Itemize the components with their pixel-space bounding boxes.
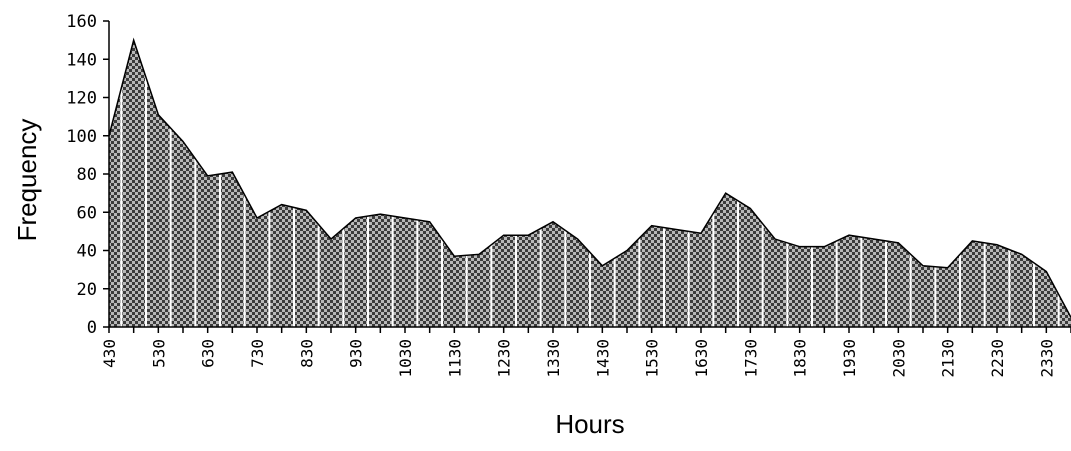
- x-tick-label-730: 730: [248, 339, 267, 368]
- x-tick-label-1430: 1430: [593, 339, 612, 378]
- data-point-1900: [823, 246, 825, 248]
- data-point-1600: [675, 228, 677, 230]
- y-tick-label-160: 160: [66, 12, 97, 32]
- x-axis-title: Hours: [555, 409, 624, 439]
- data-point-900: [330, 238, 332, 240]
- area-fill: [109, 40, 1071, 327]
- y-tick-label-40: 40: [77, 242, 97, 262]
- data-point-1400: [577, 238, 579, 240]
- data-point-700: [231, 171, 233, 173]
- data-point-2300: [1021, 253, 1023, 255]
- data-point-1100: [429, 221, 431, 223]
- data-point-1230: [503, 234, 505, 236]
- data-point-2200: [971, 240, 973, 242]
- data-point-1700: [725, 192, 727, 194]
- data-point-2230: [996, 244, 998, 246]
- x-tick-labels: 430 530 630 730 830 930 1030 1130 1230 1330 1430 15…: [100, 339, 1056, 378]
- data-point-2000: [873, 238, 875, 240]
- y-tick-label-100: 100: [66, 127, 97, 147]
- data-point-1430: [601, 265, 603, 267]
- data-point-2030: [897, 242, 899, 244]
- data-point-1030: [404, 217, 406, 219]
- x-tick-label-830: 830: [297, 339, 316, 368]
- x-tick-label-1530: 1530: [643, 339, 662, 378]
- x-tick-label-1830: 1830: [791, 339, 810, 378]
- data-point-630: [207, 175, 209, 177]
- data-point-1330: [552, 221, 554, 223]
- x-tick-label-1630: 1630: [692, 339, 711, 378]
- x-tick-label-1730: 1730: [741, 339, 760, 378]
- x-tick-label-630: 630: [199, 339, 218, 368]
- data-point-2100: [922, 265, 924, 267]
- data-point-1200: [478, 253, 480, 255]
- data-point-800: [281, 204, 283, 206]
- y-tick-labels: 0 20 40 60 80 100 120 140 160: [66, 12, 97, 338]
- x-tick-label-2230: 2230: [988, 339, 1007, 378]
- x-tick-label-1130: 1130: [445, 339, 464, 378]
- y-tick-label-140: 140: [66, 50, 97, 70]
- data-point-1300: [527, 234, 529, 236]
- x-tick-label-1030: 1030: [396, 339, 415, 378]
- data-point-1930: [848, 234, 850, 236]
- data-point-930: [355, 217, 357, 219]
- x-tick-label-930: 930: [347, 339, 366, 368]
- y-tick-label-120: 120: [66, 89, 97, 109]
- data-point-730: [256, 217, 258, 219]
- data-point-1730: [749, 207, 751, 209]
- data-point-530: [157, 114, 159, 116]
- x-tick-label-430: 430: [100, 339, 119, 368]
- data-point-500: [133, 39, 135, 41]
- y-tick-label-60: 60: [77, 203, 97, 223]
- area-outline: [108, 37, 1071, 318]
- x-tick-label-1230: 1230: [495, 339, 514, 378]
- data-point-1530: [651, 225, 653, 227]
- data-point-1500: [626, 250, 628, 251]
- data-point-600: [182, 140, 184, 142]
- plot-area: [103, 20, 1071, 333]
- x-tick-label-2330: 2330: [1037, 339, 1056, 378]
- data-point-1830: [799, 246, 801, 248]
- data-point-1000: [379, 213, 381, 215]
- data-point-2130: [947, 267, 949, 269]
- x-tick-label-2030: 2030: [889, 339, 908, 378]
- y-tick-label-0: 0: [87, 318, 97, 338]
- y-tick-label-80: 80: [77, 165, 97, 185]
- y-tick-label-20: 20: [77, 280, 97, 300]
- y-axis-title: Frequency: [12, 119, 42, 242]
- data-point-830: [305, 209, 307, 211]
- x-tick-label-530: 530: [149, 339, 168, 368]
- data-point-1630: [700, 232, 702, 234]
- x-tick-label-1930: 1930: [840, 339, 859, 378]
- data-point-1800: [774, 238, 776, 240]
- x-tick-label-2130: 2130: [939, 339, 958, 378]
- x-tick-label-1330: 1330: [544, 339, 563, 378]
- data-point-1130: [453, 255, 455, 257]
- data-point-2330: [1045, 271, 1047, 273]
